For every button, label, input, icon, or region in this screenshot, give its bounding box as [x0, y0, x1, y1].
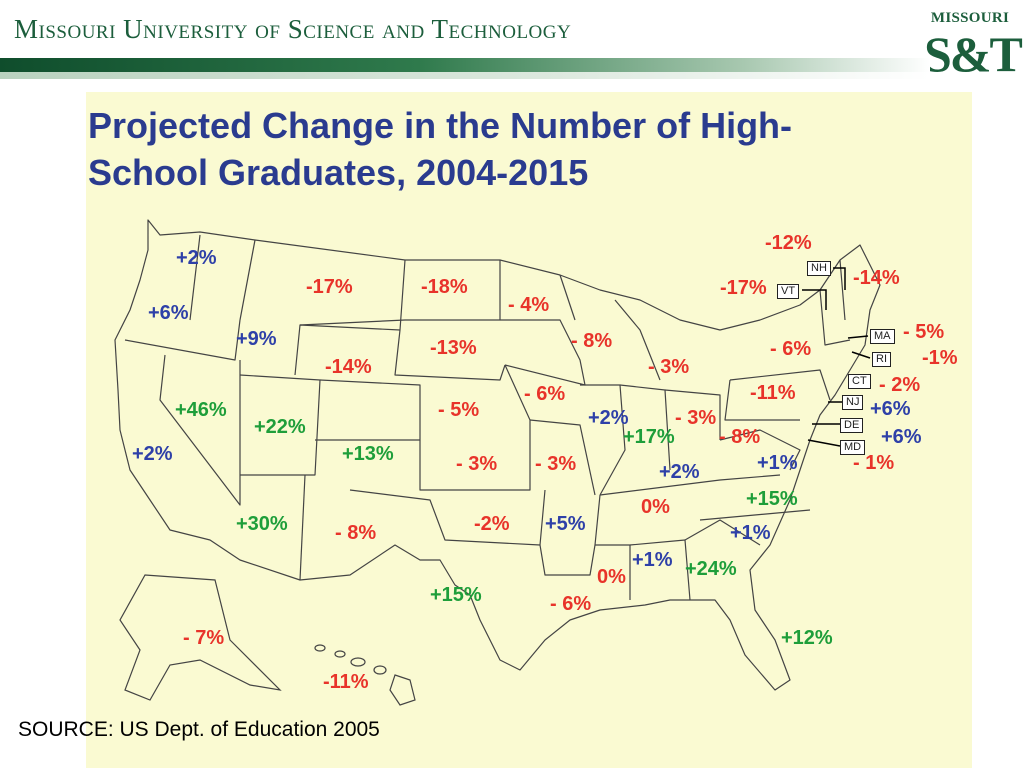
state-label-oh: - 3% — [675, 407, 717, 429]
state-label-wv: - 8% — [719, 426, 761, 448]
state-label-hi: -11% — [323, 671, 369, 693]
abbr-ma: MA — [870, 329, 895, 344]
state-label-ct: - 2% — [879, 374, 921, 396]
state-outlines — [114, 219, 881, 691]
university-logo: MISSOURI S&T — [924, 8, 1023, 84]
state-label-md: - 1% — [853, 452, 895, 474]
state-label-ar: +5% — [545, 513, 586, 535]
state-label-tn: 0% — [641, 496, 670, 518]
source-note: SOURCE: US Dept. of Education 2005 — [18, 718, 380, 741]
state-label-ne: - 5% — [438, 399, 480, 421]
header-band-light — [0, 72, 930, 79]
abbr-nj: NJ — [842, 395, 864, 410]
state-label-ks: - 3% — [456, 453, 498, 475]
state-label-nc: +15% — [746, 488, 798, 510]
abbr-ct: CT — [848, 374, 871, 389]
alaska-outline — [119, 574, 282, 701]
university-title: Missouri University of Science and Techn… — [14, 14, 572, 44]
state-label-pa: -11% — [750, 382, 796, 404]
state-label-sd: -13% — [430, 337, 477, 359]
state-label-or: +6% — [148, 302, 189, 324]
state-label-ak: - 7% — [183, 627, 225, 649]
state-label-nm: - 8% — [335, 522, 377, 544]
state-label-ca: +2% — [132, 443, 173, 465]
state-label-ky: +2% — [659, 461, 700, 483]
state-label-va: +1% — [757, 452, 798, 474]
state-label-sc: +1% — [730, 522, 771, 544]
state-label-ma: - 5% — [903, 321, 945, 343]
state-label-wa: +2% — [176, 247, 217, 269]
abbr-md: MD — [840, 440, 866, 455]
state-label-wy: -14% — [325, 356, 372, 378]
state-label-ia: - 6% — [524, 383, 566, 405]
abbr-nh: NH — [807, 261, 831, 276]
state-label-me: -14% — [853, 267, 900, 289]
state-label-tx: +15% — [430, 584, 482, 606]
northeast-leader-lines — [802, 267, 871, 447]
state-label-ga: +24% — [685, 558, 737, 580]
state-label-ri: -1% — [922, 347, 958, 369]
state-label-co: +13% — [342, 443, 394, 465]
state-label-id: +9% — [236, 328, 277, 350]
us-outline — [114, 219, 881, 691]
state-label-ny: - 6% — [770, 338, 812, 360]
abbr-ri: RI — [872, 352, 891, 367]
abbr-vt: VT — [777, 284, 800, 299]
state-label-az: +30% — [236, 513, 288, 535]
header-band — [0, 58, 930, 72]
state-label-la: - 6% — [550, 593, 592, 615]
state-label-vt: -17% — [720, 277, 767, 299]
state-label-fl: +12% — [781, 627, 833, 649]
state-label-nd: -18% — [421, 276, 468, 298]
state-label-nj: +6% — [870, 398, 911, 420]
state-label-nv: +46% — [175, 399, 227, 421]
map-title: Projected Change in the Number of High-S… — [88, 105, 793, 193]
state-label-nh: -12% — [765, 232, 812, 254]
logo-monogram: S&T — [924, 26, 1023, 82]
state-label-il: +2% — [588, 407, 629, 429]
state-label-ut: +22% — [254, 416, 306, 438]
state-label-mo: - 3% — [535, 453, 577, 475]
state-label-ok: -2% — [474, 513, 510, 535]
state-label-mt: -17% — [306, 276, 353, 298]
state-label-al: +1% — [632, 549, 673, 571]
abbr-de: DE — [840, 418, 864, 433]
logo-wordmark: MISSOURI — [930, 10, 1010, 26]
state-label-wi: - 8% — [571, 330, 613, 352]
state-label-in: +17% — [623, 426, 675, 448]
state-label-mn: - 4% — [508, 294, 550, 316]
state-label-mi: - 3% — [648, 356, 690, 378]
hawaii-outline — [314, 644, 416, 706]
us-map — [114, 219, 881, 706]
state-label-de: +6% — [881, 426, 922, 448]
state-label-ms: 0% — [597, 566, 626, 588]
